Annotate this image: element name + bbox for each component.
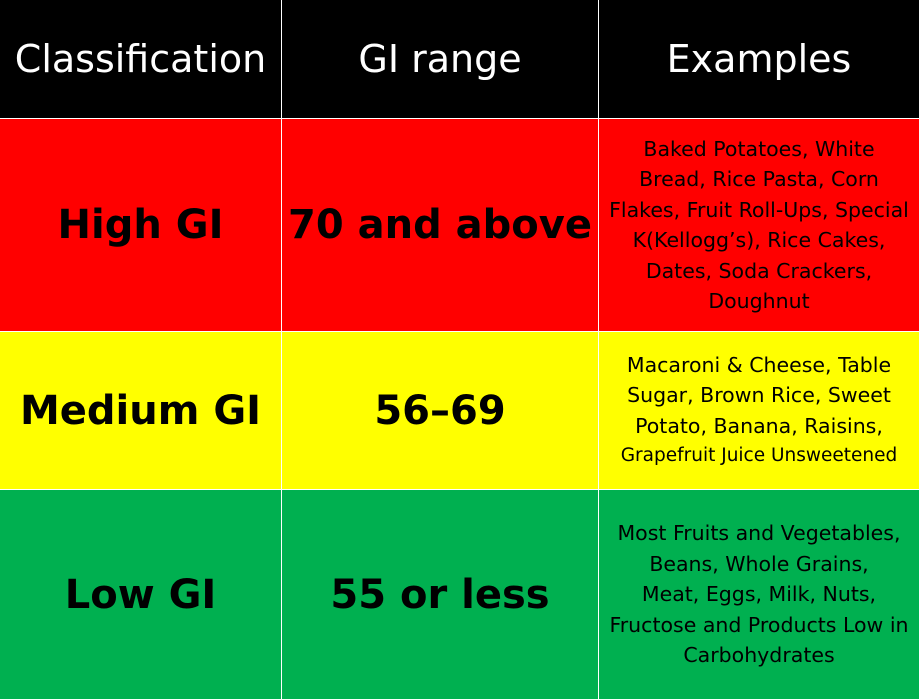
examples-line: Dates, Soda Crackers, (645, 258, 873, 283)
examples-line: Flakes, Fruit Roll-Ups, Special (609, 197, 909, 222)
examples-cell: Macaroni & Cheese, Table Sugar, Brown Ri… (599, 332, 919, 490)
examples-text: Most Fruits and Vegetables, Beans, Whole… (605, 518, 912, 671)
examples-line: Fructose and Products Low in (609, 612, 909, 637)
examples-cell: Baked Potatoes, White Bread, Rice Pasta,… (599, 119, 919, 332)
examples-line: Bread, Rice Pasta, Corn (639, 167, 879, 191)
gi-range-value: 56–69 (374, 387, 506, 434)
gi-range-cell: 56–69 (282, 332, 599, 490)
classification-cell: Low GI (0, 490, 282, 699)
classification-cell: Medium GI (0, 332, 282, 490)
gi-range-value: 70 and above (288, 202, 592, 248)
examples-line: Sugar, Brown Rice, Sweet (627, 383, 891, 407)
classification-label: Medium GI (19, 387, 262, 434)
header-classification: Classification (0, 0, 282, 119)
header-gi-range: GI range (282, 0, 599, 119)
examples-cell: Most Fruits and Vegetables, Beans, Whole… (599, 490, 919, 699)
examples-line: Carbohydrates (683, 643, 835, 668)
examples-line: Beans, Whole Grains, (649, 551, 869, 576)
examples-text: Baked Potatoes, White Bread, Rice Pasta,… (605, 134, 913, 317)
examples-line: Potato, Banana, Raisins, (635, 413, 883, 438)
classification-label: High GI (57, 202, 224, 248)
classification-cell: High GI (0, 119, 282, 332)
examples-text: Macaroni & Cheese, Table Sugar, Brown Ri… (617, 350, 902, 472)
examples-line: Doughnut (708, 289, 810, 313)
examples-line: Most Fruits and Vegetables, (617, 521, 901, 546)
examples-line: Grapefruit Juice Unsweetened (620, 445, 898, 466)
examples-line: Macaroni & Cheese, Table (626, 352, 892, 377)
examples-line: Meat, Eggs, Milk, Nuts, (641, 582, 877, 607)
examples-line: K(Kellogg’s), Rice Cakes, (632, 228, 886, 252)
gi-range-value: 55 or less (330, 571, 550, 618)
gi-range-cell: 70 and above (282, 119, 599, 332)
examples-line: Baked Potatoes, White (643, 136, 875, 161)
header-examples: Examples (599, 0, 919, 119)
gi-range-cell: 55 or less (282, 490, 599, 699)
classification-label: Low GI (64, 571, 217, 618)
